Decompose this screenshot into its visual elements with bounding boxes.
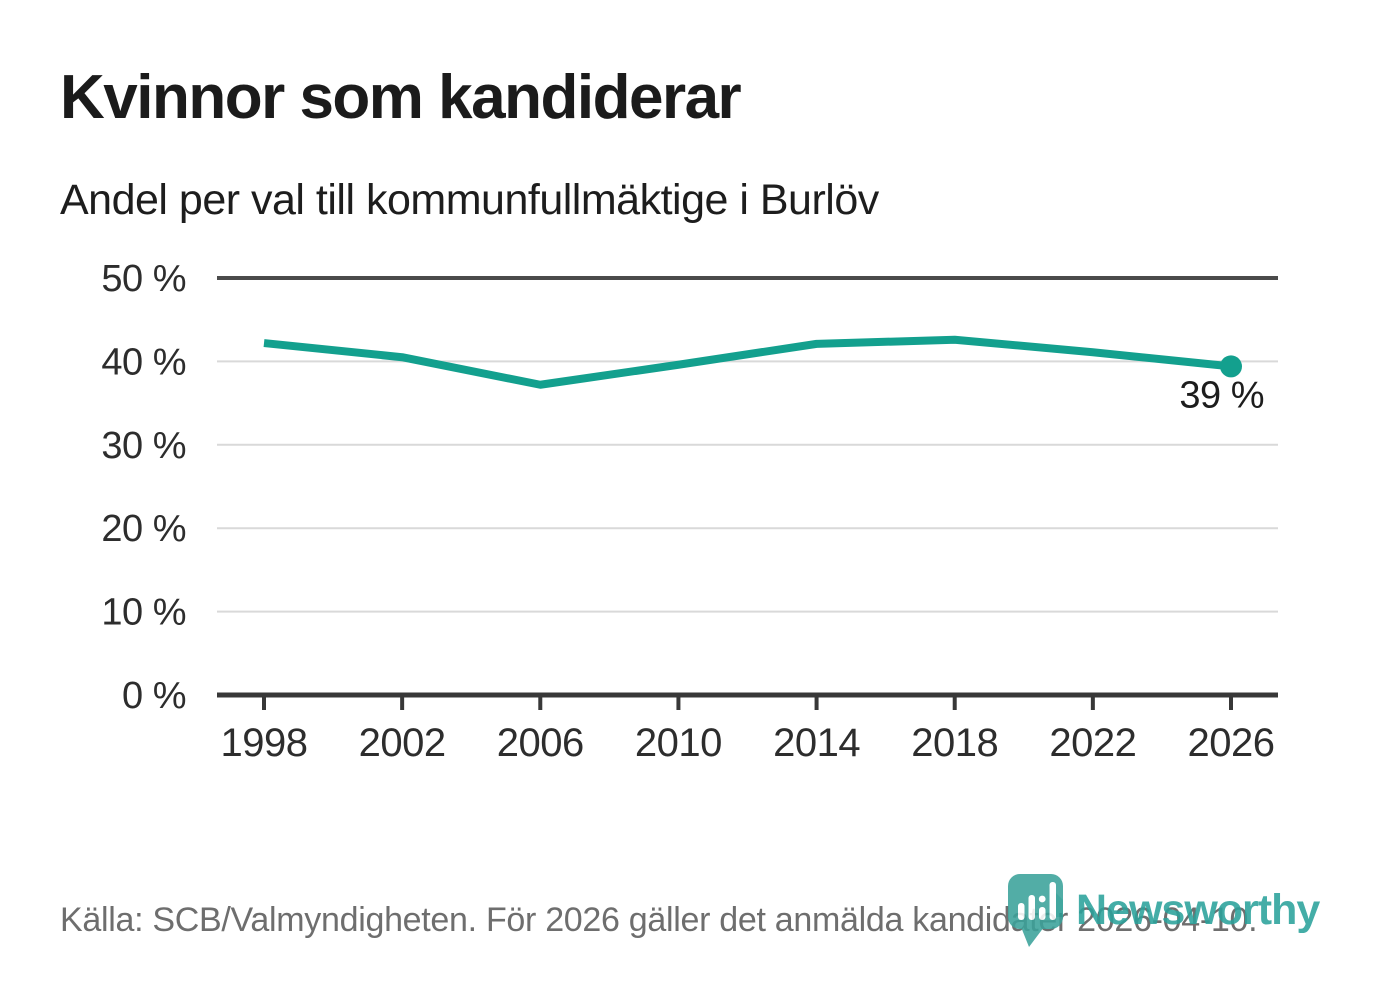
- x-tick-label: 2018: [911, 721, 998, 765]
- newsworthy-speech-bubble-barchart-icon: [1008, 874, 1063, 947]
- x-tick-label: 2014: [773, 721, 860, 765]
- end-point-label: 39 %: [1179, 374, 1264, 416]
- y-tick-label: 0 %: [122, 675, 186, 717]
- chart-title: Kvinnor som kandiderar: [60, 63, 742, 132]
- end-point-dot: [1220, 355, 1242, 378]
- y-tick-label: 10 %: [101, 592, 186, 634]
- y-tick-label: 30 %: [101, 425, 186, 467]
- x-tick-label: 2006: [497, 721, 584, 765]
- x-tick-label: 2026: [1188, 721, 1275, 765]
- x-tick-label: 2022: [1049, 721, 1136, 765]
- x-tick-label: 2010: [635, 721, 722, 765]
- newsworthy-logo: Newsworthy: [1008, 874, 1320, 948]
- data-line: [263, 335, 1232, 389]
- newsworthy-logo-text: Newsworthy: [1076, 886, 1320, 934]
- y-tick-label: 40 %: [101, 341, 186, 383]
- x-tick-label: 1998: [221, 721, 308, 765]
- x-tick-label: 2002: [359, 721, 446, 765]
- y-tick-label: 50 %: [101, 258, 186, 300]
- chart-subtitle: Andel per val till kommunfullmäktige i B…: [60, 176, 879, 224]
- y-tick-label: 20 %: [101, 508, 186, 550]
